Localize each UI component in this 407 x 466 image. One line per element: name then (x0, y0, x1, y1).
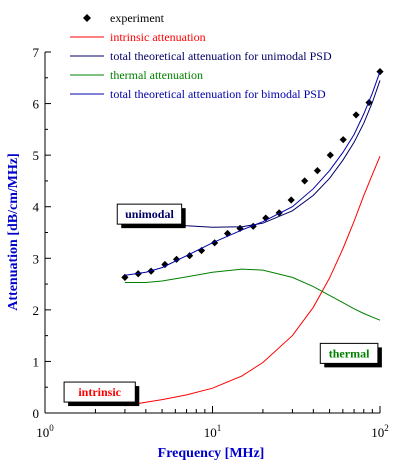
y-tick-label: 7 (33, 45, 40, 60)
data-point (161, 260, 169, 269)
series-line-thermal (124, 268, 381, 321)
data-point (172, 255, 181, 263)
axes: 0 1 2 3 4 5 6 7 100 101 102 (33, 45, 389, 440)
legend-label-unimodal: total theoretical attenuation for unimod… (110, 49, 332, 63)
data-point (326, 151, 334, 159)
data-point (186, 252, 194, 260)
data-point (365, 98, 373, 107)
series-line-bimodal (124, 71, 381, 276)
annotation-label-intrinsic: intrinsic (78, 385, 121, 399)
y-tick-label: 3 (33, 251, 40, 266)
annotation-label-unimodal: unimodal (125, 207, 174, 221)
annotation-box-thermal (319, 342, 379, 364)
data-point (301, 177, 309, 185)
y-tick-label: 2 (33, 303, 40, 318)
data-point (287, 196, 295, 204)
x-tick-label: 101 (204, 423, 222, 440)
y-tick-label: 5 (33, 148, 40, 163)
legend-label-experiment: experiment (110, 11, 165, 25)
data-point (121, 273, 129, 281)
data-point (376, 67, 384, 76)
series-line-intrinsic (124, 156, 381, 407)
data-point (352, 111, 360, 119)
x-axis-title: Frequency [MHz] (158, 446, 265, 461)
y-tick-label: 1 (33, 354, 40, 369)
y-axis-title: Attenuation [dB/cm/MHz] (6, 153, 21, 310)
annotations: unimodal thermal intrinsic (63, 203, 382, 407)
annotation-box-unimodal (116, 203, 183, 225)
y-tick-label: 0 (33, 406, 40, 421)
data-point (339, 136, 347, 144)
legend-label-thermal: thermal attenuation (110, 68, 203, 82)
y-tick-label: 6 (33, 97, 40, 112)
legend: experiment intrinsic attenuation total the… (70, 11, 332, 101)
data-point (313, 167, 322, 175)
annotation-box-intrinsic (63, 381, 136, 403)
x-tick-label: 100 (36, 423, 54, 440)
legend-marker-experiment (83, 14, 91, 22)
y-tick-label: 4 (33, 200, 40, 215)
annotation-label-thermal: thermal (329, 346, 370, 360)
legend-label-bimodal: total theoretical attenuation for bimoda… (110, 87, 326, 101)
data-point (262, 214, 270, 222)
legend-label-intrinsic: intrinsic attenuation (110, 30, 206, 44)
x-tick-label: 102 (371, 423, 389, 440)
plot-area (121, 67, 384, 407)
